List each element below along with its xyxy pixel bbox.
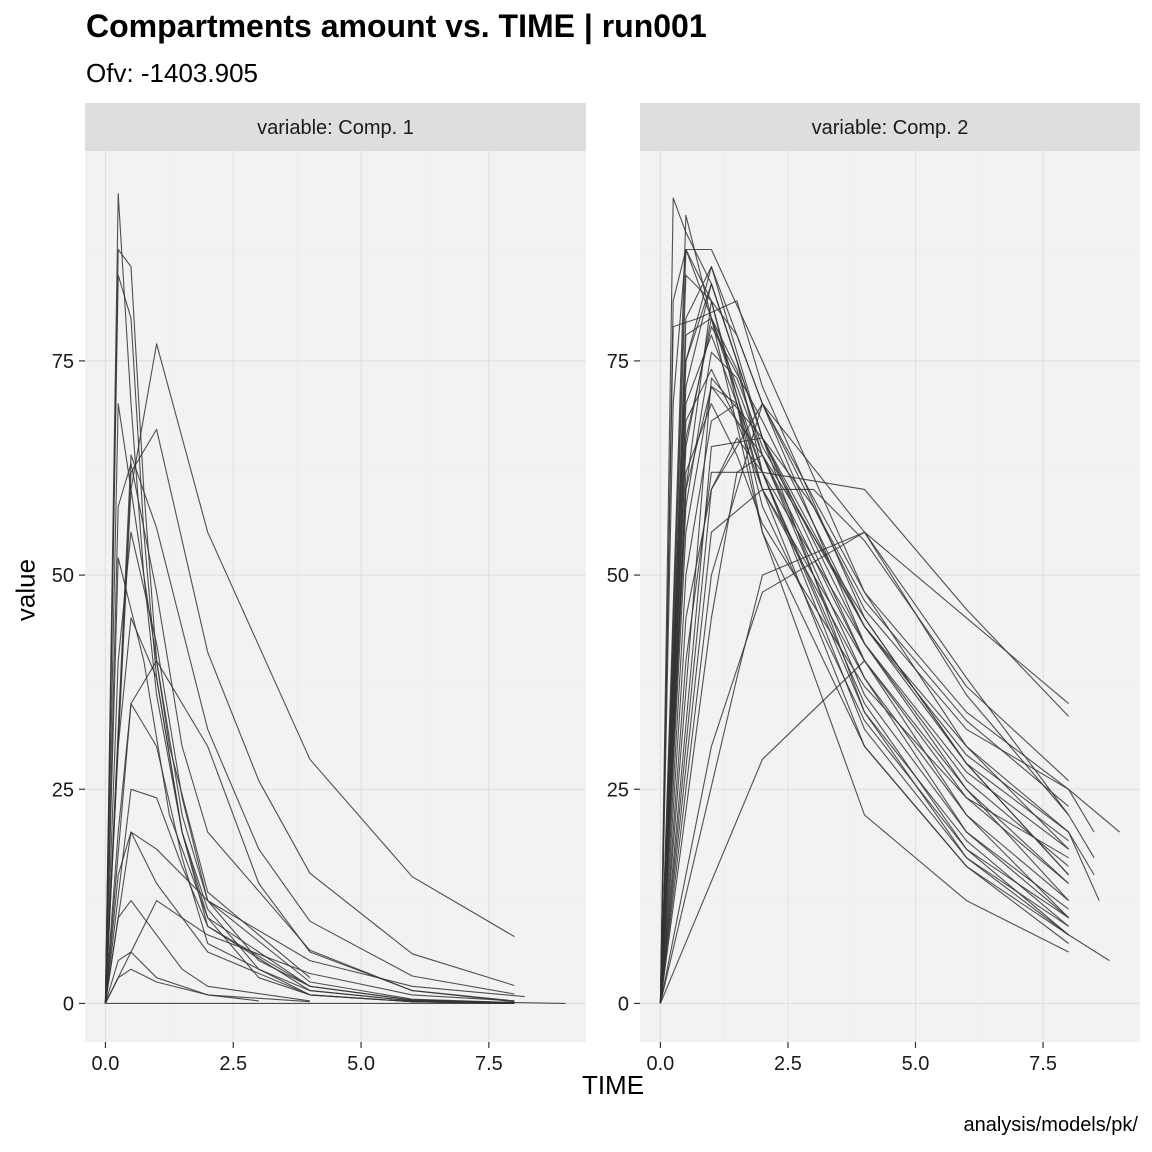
- y-tick-label: 75: [607, 351, 629, 373]
- series-line: [659, 248, 1069, 1004]
- series-line: [659, 403, 1069, 1004]
- series-line: [104, 403, 311, 1004]
- x-tick-label: 5.0: [902, 1053, 930, 1075]
- series-line: [659, 660, 865, 1004]
- x-tick-label: 0.0: [92, 1053, 120, 1075]
- series-line: [659, 283, 1069, 1004]
- x-tick-label: 2.5: [774, 1053, 802, 1075]
- x-tick-label: 7.5: [1029, 1053, 1057, 1075]
- x-tick-label: 2.5: [219, 1053, 247, 1075]
- y-tick-label: 0: [63, 993, 74, 1015]
- series-line: [104, 968, 259, 1004]
- x-tick-label: 0.0: [647, 1053, 675, 1075]
- chart-subtitle: Ofv: -1403.905: [86, 58, 258, 88]
- series-line: [104, 454, 515, 1004]
- series-line: [104, 831, 525, 1004]
- series-line: [659, 368, 1069, 1004]
- y-tick-label: 25: [607, 779, 629, 801]
- caption: analysis/models/pk/: [963, 1114, 1138, 1136]
- series-line: [659, 403, 1069, 1004]
- series-line: [659, 266, 1069, 1004]
- y-tick-label: 50: [607, 565, 629, 587]
- series-line: [104, 617, 515, 1004]
- series-line: [659, 531, 1070, 1004]
- series-line: [659, 248, 1069, 1004]
- x-axis-label: TIME: [581, 1070, 645, 1100]
- series-line: [659, 377, 1069, 1004]
- series-line: [104, 900, 515, 1004]
- series-line: [659, 488, 1069, 1004]
- y-tick-label: 50: [52, 565, 74, 587]
- series-line: [104, 557, 311, 1004]
- y-tick-label: 75: [52, 351, 74, 373]
- series-line: [104, 428, 515, 1004]
- series-line: [104, 788, 566, 1004]
- series-line: [659, 317, 1069, 1004]
- series-line: [659, 274, 1069, 1004]
- x-tick-label: 7.5: [475, 1053, 503, 1075]
- series-line: [104, 531, 515, 1004]
- x-tick-label: 5.0: [347, 1053, 375, 1075]
- series-line: [659, 351, 1069, 1004]
- facet-strip-label-2: variable: Comp. 2: [812, 117, 969, 139]
- series-line: [659, 454, 1070, 1004]
- chart-title: Compartments amount vs. TIME | run001: [86, 8, 707, 44]
- series-line: [104, 660, 515, 1004]
- facet-strip-label-1: variable: Comp. 1: [257, 117, 414, 139]
- panel-background-1: [85, 151, 586, 1042]
- y-axis-label: value: [10, 558, 41, 622]
- y-tick-label: 25: [52, 779, 74, 801]
- series-line: [104, 951, 310, 1004]
- y-tick-label: 0: [618, 993, 629, 1015]
- facet-strip-1: [85, 103, 586, 151]
- facet-strip-2: [640, 103, 1140, 151]
- series-line: [659, 266, 1069, 1004]
- series-line: [659, 403, 1069, 1004]
